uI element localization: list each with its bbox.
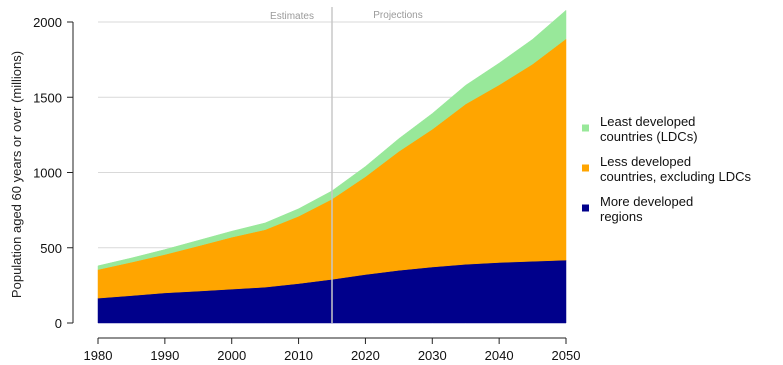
x-tick-label-1980: 1980 xyxy=(84,348,113,363)
legend-label-0-line-0: Least developed xyxy=(600,114,695,129)
y-tick-label-2000: 2000 xyxy=(33,15,62,30)
x-tick-label-2000: 2000 xyxy=(217,348,246,363)
legend-swatch-2 xyxy=(582,204,589,212)
x-tick-label-2030: 2030 xyxy=(418,348,447,363)
legend-label-0-line-1: countries (LDCs) xyxy=(600,129,698,144)
legend-swatch-0 xyxy=(582,124,589,132)
legend-swatch-1 xyxy=(582,164,589,172)
estimates-projections-divider-group: Estimates Projections xyxy=(270,7,423,323)
axes: 0 500 1000 1500 2000 1980 1990 2000 2010 2020 2030… xyxy=(9,15,580,363)
legend-label-2-line-1: regions xyxy=(600,209,643,224)
legend-label-1-line-0: Less developed xyxy=(600,154,691,169)
area-least-developed-countries-ldcs xyxy=(97,9,567,270)
legend-label-1-line-1: countries, excluding LDCs xyxy=(600,169,752,184)
x-tick-label-2040: 2040 xyxy=(485,348,514,363)
projections-label: Projections xyxy=(373,10,422,21)
x-tick-label-2020: 2020 xyxy=(351,348,380,363)
estimates-label: Estimates xyxy=(270,11,314,22)
y-tick-label-1000: 1000 xyxy=(33,166,62,181)
legend-label-2-line-0: More developed xyxy=(600,194,693,209)
x-tick-label-2050: 2050 xyxy=(552,348,581,363)
y-tick-label-500: 500 xyxy=(40,241,62,256)
y-tick-label-0: 0 xyxy=(55,316,62,331)
x-tick-label-2010: 2010 xyxy=(284,348,313,363)
y-axis-title: Population aged 60 years or over (millio… xyxy=(9,51,24,298)
y-tick-label-1500: 1500 xyxy=(33,90,62,105)
x-tick-label-1990: 1990 xyxy=(150,348,179,363)
